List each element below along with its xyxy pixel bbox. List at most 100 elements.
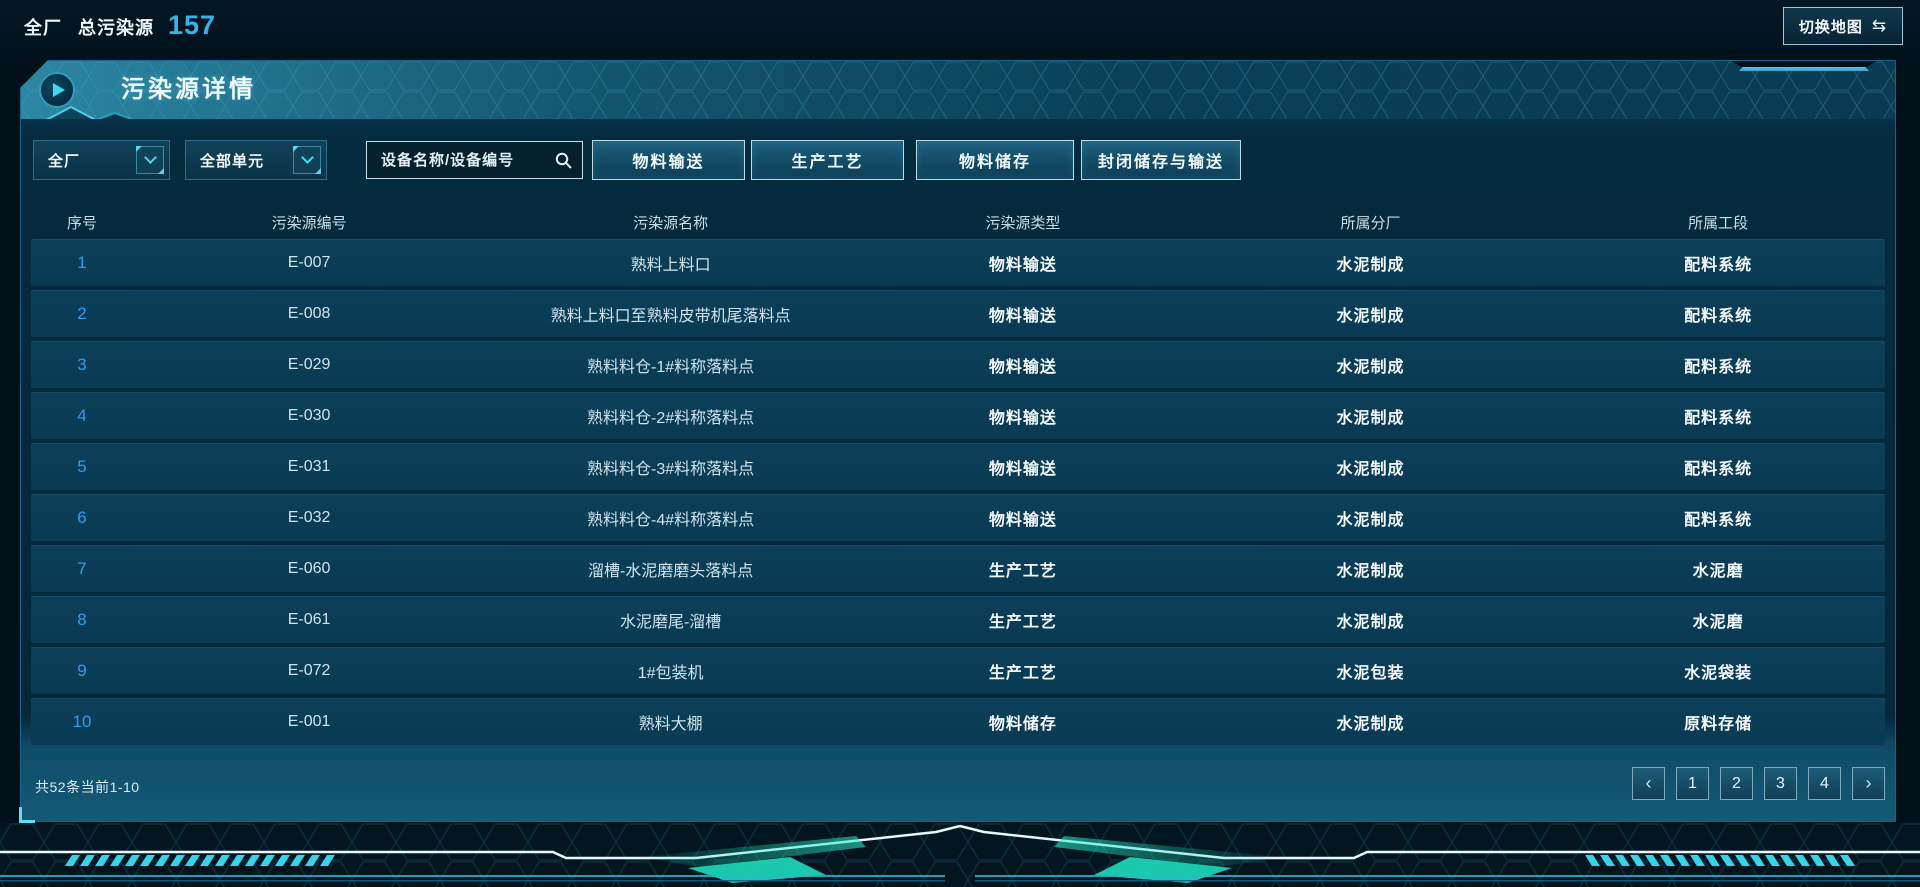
table-row[interactable]: 6 E-032 熟料料仓-4#料称落料点 物料输送 水泥制成 配料系统 (31, 494, 1885, 541)
cell-section: 水泥磨 (1692, 562, 1744, 580)
pagination: ‹ 1 2 3 4 › (1632, 767, 1885, 800)
cell-source-name: 水泥磨尾-溜槽 (619, 613, 722, 631)
cell-source-type: 物料输送 (988, 358, 1057, 376)
bottom-decoration (0, 823, 1920, 887)
cell-source-name: 熟料上料口 (630, 256, 711, 274)
record-count-summary: 共52条当前1-10 (35, 779, 140, 795)
column-header-branch: 所属分厂 (1340, 214, 1401, 232)
cell-section: 水泥磨 (1692, 613, 1744, 631)
cell-source-code: E-061 (287, 610, 331, 628)
column-header-type: 污染源类型 (985, 214, 1061, 232)
prev-page-button[interactable]: ‹ (1632, 767, 1665, 800)
cell-index[interactable]: 3 (77, 354, 87, 374)
mountain-decoration (46, 105, 135, 119)
panel-title: 污染源详情 (121, 76, 256, 103)
cell-source-type: 物料输送 (988, 409, 1057, 427)
chevron-down-icon[interactable] (136, 146, 164, 174)
panel-title-badge (39, 72, 75, 108)
cell-source-code: E-008 (287, 304, 331, 322)
swap-arrows-icon: ⇆ (1871, 16, 1888, 35)
cell-source-type: 物料输送 (988, 460, 1057, 478)
cell-branch: 水泥制成 (1336, 562, 1405, 580)
table-row[interactable]: 9 E-072 1#包装机 生产工艺 水泥包装 水泥袋装 (31, 647, 1885, 694)
table-row[interactable]: 4 E-030 熟料料仓-2#料称落料点 物料输送 水泥制成 配料系统 (31, 392, 1885, 439)
cell-index[interactable]: 9 (77, 660, 87, 680)
filter-button-closed-storage-transport[interactable]: 封闭储存与输送 (1081, 140, 1241, 180)
cell-source-type: 生产工艺 (988, 613, 1057, 631)
switch-map-label: 切换地图 (1798, 18, 1863, 36)
filter-button-production-process[interactable]: 生产工艺 (751, 140, 904, 180)
table-header: 序号 污染源编号 污染源名称 污染源类型 所属分厂 所属工段 (31, 208, 1885, 236)
cell-index[interactable]: 5 (77, 456, 87, 476)
next-page-button[interactable]: › (1852, 767, 1885, 800)
chevron-down-icon[interactable] (293, 146, 321, 174)
cell-source-code: E-029 (287, 355, 331, 373)
cell-source-type: 物料储存 (988, 715, 1057, 733)
device-search-input[interactable] (381, 151, 555, 169)
cell-index[interactable]: 6 (77, 507, 87, 527)
table-row[interactable]: 8 E-061 水泥磨尾-溜槽 生产工艺 水泥制成 水泥磨 (31, 596, 1885, 643)
cell-branch: 水泥制成 (1336, 307, 1405, 325)
cell-source-type: 物料输送 (988, 256, 1057, 274)
column-header-section: 所属工段 (1688, 214, 1749, 232)
factory-dropdown-value: 全厂 (48, 152, 81, 170)
cell-branch: 水泥制成 (1336, 409, 1405, 427)
cell-branch: 水泥制成 (1336, 715, 1405, 733)
table-row[interactable]: 5 E-031 熟料料仓-3#料称落料点 物料输送 水泥制成 配料系统 (31, 443, 1885, 490)
column-header-index: 序号 (66, 214, 97, 232)
play-icon (53, 83, 65, 97)
search-icon[interactable] (555, 152, 572, 169)
top-bar: 全厂 总污染源 157 切换地图 ⇆ (0, 0, 1920, 60)
factory-dropdown[interactable]: 全厂 (33, 140, 170, 180)
cell-source-name: 熟料料仓-2#料称落料点 (587, 409, 755, 427)
page-button-3[interactable]: 3 (1764, 767, 1797, 800)
hexagon-pattern (21, 61, 1895, 119)
switch-map-button[interactable]: 切换地图 ⇆ (1783, 7, 1903, 45)
column-header-code: 污染源编号 (271, 214, 347, 232)
total-pollution-summary: 全厂 总污染源 157 (24, 10, 216, 41)
cell-section: 配料系统 (1684, 358, 1753, 376)
filter-button-material-storage[interactable]: 物料储存 (916, 140, 1074, 180)
total-pollution-label: 总污染源 (78, 18, 154, 38)
table-row[interactable]: 3 E-029 熟料料仓-1#料称落料点 物料输送 水泥制成 配料系统 (31, 341, 1885, 388)
cell-source-name: 熟料大棚 (638, 715, 703, 733)
cell-section: 配料系统 (1684, 307, 1753, 325)
panel-header: 污染源详情 (21, 61, 1895, 119)
cell-section: 配料系统 (1684, 256, 1753, 274)
cell-index[interactable]: 10 (72, 711, 92, 731)
cell-source-code: E-072 (287, 661, 331, 679)
cell-branch: 水泥制成 (1336, 460, 1405, 478)
filter-button-material-transport[interactable]: 物料输送 (592, 140, 745, 180)
page-button-1[interactable]: 1 (1676, 767, 1709, 800)
total-pollution-count: 157 (168, 10, 217, 40)
cell-source-type: 生产工艺 (988, 664, 1057, 682)
cell-source-name: 熟料上料口至熟料皮带机尾落料点 (550, 307, 791, 325)
scope-label: 全厂 (24, 18, 62, 38)
table-row[interactable]: 7 E-060 溜槽-水泥磨磨头落料点 生产工艺 水泥制成 水泥磨 (31, 545, 1885, 592)
cell-section: 水泥袋装 (1684, 664, 1753, 682)
table-row[interactable]: 1 E-007 熟料上料口 物料输送 水泥制成 配料系统 (31, 239, 1885, 286)
device-search-box[interactable] (366, 141, 583, 179)
cell-index[interactable]: 8 (77, 609, 87, 629)
header-notch (1731, 61, 1877, 67)
unit-dropdown[interactable]: 全部单元 (185, 140, 327, 180)
cell-source-name: 熟料料仓-4#料称落料点 (587, 511, 755, 529)
cell-section: 配料系统 (1684, 511, 1753, 529)
cell-source-code: E-060 (287, 559, 331, 577)
table-row[interactable]: 2 E-008 熟料上料口至熟料皮带机尾落料点 物料输送 水泥制成 配料系统 (31, 290, 1885, 337)
cell-branch: 水泥包装 (1336, 664, 1405, 682)
cell-branch: 水泥制成 (1336, 511, 1405, 529)
page-button-4[interactable]: 4 (1808, 767, 1841, 800)
cell-index[interactable]: 2 (77, 303, 87, 323)
unit-dropdown-value: 全部单元 (200, 152, 265, 170)
page-button-2[interactable]: 2 (1720, 767, 1753, 800)
table-row[interactable]: 10 E-001 熟料大棚 物料储存 水泥制成 原料存储 (31, 698, 1885, 745)
pollution-source-panel: 污染源详情 全厂 全部单元 物料输送 生产工艺 物料储存 封闭储存与输送 序号 … (19, 60, 1896, 823)
cell-source-name: 1#包装机 (637, 664, 704, 682)
cell-source-name: 熟料料仓-3#料称落料点 (587, 460, 755, 478)
cell-index[interactable]: 1 (77, 252, 87, 272)
cell-index[interactable]: 7 (77, 558, 87, 578)
cell-index[interactable]: 4 (77, 405, 87, 425)
cell-source-type: 生产工艺 (988, 562, 1057, 580)
cell-branch: 水泥制成 (1336, 256, 1405, 274)
